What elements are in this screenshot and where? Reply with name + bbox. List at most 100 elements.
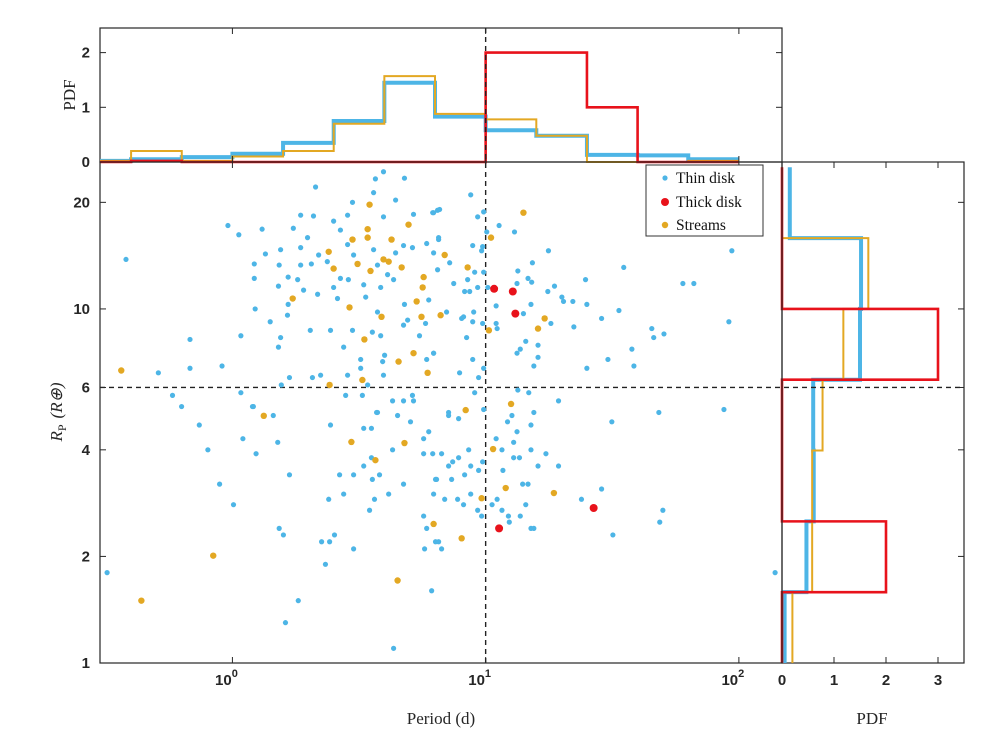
thin-disk-point — [430, 451, 436, 457]
thin-disk-point — [515, 268, 521, 274]
streams-point — [419, 284, 426, 291]
thin-disk-point — [380, 214, 387, 220]
thin-disk-point — [361, 282, 367, 288]
thin-disk-point — [470, 319, 476, 325]
thin-disk-point — [424, 240, 430, 247]
thin-disk-point — [505, 513, 512, 519]
streams-point — [385, 258, 392, 265]
thin-disk-point — [374, 262, 381, 268]
thin-disk-point — [285, 274, 291, 280]
thin-disk-point — [286, 374, 293, 381]
thin-disk-point — [378, 333, 384, 339]
thick-disk-point — [490, 284, 499, 293]
thin-disk-point — [526, 390, 532, 396]
thin-disk-point — [726, 319, 732, 325]
thin-disk-point — [104, 570, 110, 576]
legend-marker-thick-disk — [661, 198, 669, 206]
thin-disk-point — [236, 232, 242, 238]
thin-disk-point — [464, 334, 470, 341]
thin-disk-point — [656, 409, 662, 416]
thin-disk-point — [267, 319, 273, 325]
thin-disk-point — [531, 525, 537, 531]
thin-disk-point — [443, 309, 450, 315]
streams-point — [502, 484, 509, 492]
streams-point — [437, 312, 444, 319]
thin-disk-point — [476, 374, 482, 381]
thin-disk-point — [327, 327, 334, 333]
thin-disk-point — [421, 546, 428, 552]
thin-disk-point — [494, 325, 500, 332]
thin-disk-point — [523, 502, 529, 508]
thin-disk-point — [462, 472, 468, 478]
thin-disk-point — [307, 327, 313, 333]
thin-disk-point — [216, 481, 223, 487]
thin-disk-point — [437, 206, 443, 213]
legend-label-streams: Streams — [676, 217, 726, 234]
thin-disk-point — [401, 301, 408, 307]
y-label-subscript: P — [55, 424, 69, 431]
right-hist-thin-disk — [782, 167, 864, 663]
streams-point — [418, 313, 425, 321]
thin-disk-point — [286, 472, 293, 478]
legend-label-thick-disk: Thick disk — [676, 194, 742, 211]
thin-disk-point — [429, 588, 435, 594]
thin-disk-point — [584, 301, 590, 307]
thin-disk-point — [493, 436, 499, 442]
thin-disk-point — [481, 209, 487, 215]
thin-disk-point — [390, 645, 397, 651]
thin-disk-point — [516, 455, 523, 461]
thin-disk-point — [462, 288, 468, 295]
thin-disk-point — [571, 324, 577, 330]
thin-disk-point — [489, 502, 495, 508]
thin-disk-point — [529, 279, 535, 285]
thin-disk-point — [327, 422, 334, 428]
thin-disk-point — [349, 327, 356, 333]
streams-point — [325, 248, 332, 255]
streams-point — [346, 304, 353, 311]
thin-disk-point — [456, 416, 462, 422]
thin-disk-point — [378, 284, 384, 291]
thin-disk-point — [400, 398, 407, 404]
thin-disk-point — [331, 218, 337, 224]
thin-disk-point — [470, 356, 476, 363]
top-hist-thick-disk — [100, 51, 739, 164]
thin-disk-point — [318, 372, 324, 378]
streams-point — [401, 439, 408, 447]
scatter-frame — [99, 161, 783, 664]
thin-disk-point — [479, 513, 485, 519]
thin-disk-point — [278, 247, 284, 253]
thin-disk-point — [442, 496, 448, 502]
thin-disk-point — [506, 519, 512, 525]
thin-disk-point — [504, 419, 511, 425]
thin-disk-point — [376, 472, 383, 478]
thin-disk-point — [369, 476, 375, 483]
thin-disk-point — [278, 382, 284, 388]
thin-disk-point — [295, 277, 301, 283]
thin-disk-point — [514, 350, 520, 356]
thin-disk-point — [344, 241, 351, 248]
thin-disk-point — [373, 409, 380, 416]
thin-disk-point — [578, 496, 585, 502]
thin-disk-point — [494, 496, 500, 502]
y-tick-label: 4 — [82, 442, 91, 459]
thin-disk-point — [351, 252, 357, 258]
thin-disk-point — [238, 333, 244, 339]
thin-disk-point — [155, 370, 161, 376]
streams-point — [462, 406, 469, 414]
thin-disk-point — [456, 370, 463, 376]
streams-point — [330, 265, 337, 272]
thin-disk-point — [499, 507, 505, 513]
thin-disk-point — [433, 476, 440, 483]
thin-disk-point — [326, 496, 332, 502]
thin-disk-point — [609, 419, 615, 425]
streams-point — [388, 236, 395, 243]
thin-disk-point — [470, 242, 476, 249]
thin-disk-point — [531, 409, 537, 416]
thin-disk-point — [445, 412, 452, 419]
thin-disk-point — [584, 365, 590, 371]
thin-disk-point — [187, 365, 193, 371]
thin-disk-point — [380, 358, 386, 365]
thin-disk-point — [316, 252, 322, 258]
thin-disk-point — [421, 451, 427, 457]
